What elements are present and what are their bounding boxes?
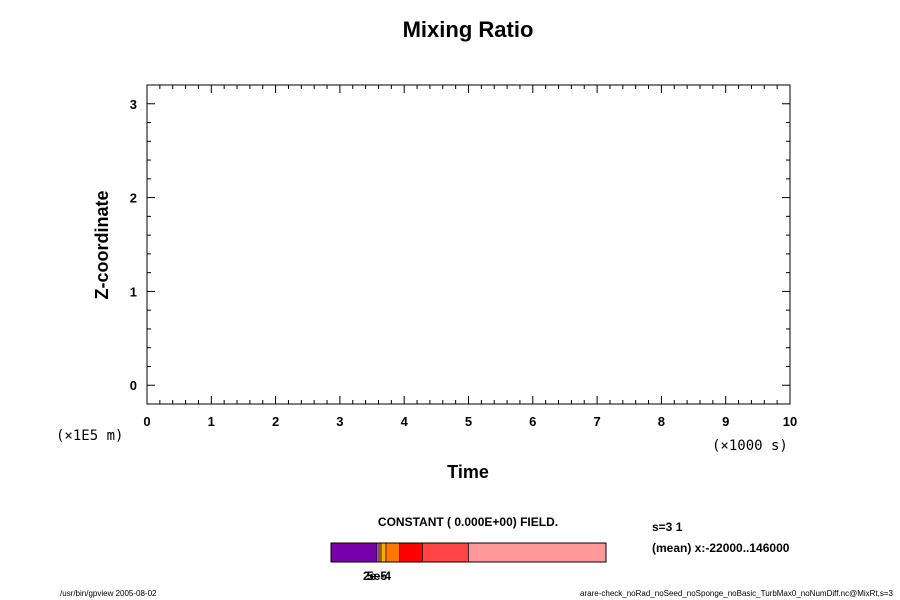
- x-tick-label: 5: [465, 414, 472, 429]
- colorbar-segment: [380, 542, 387, 563]
- x-tick-label: 9: [722, 414, 729, 429]
- x-axis-label: Time: [447, 462, 489, 482]
- colorbar-frame: [330, 542, 607, 563]
- x-tick-label: 7: [593, 414, 600, 429]
- colorbar-segment: [376, 542, 380, 563]
- colorbar-segment: [330, 542, 378, 563]
- colorbar-tick-label-1: 2e-5: [363, 569, 387, 583]
- footer-left: /usr/bin/gpview 2005-08-02: [60, 589, 157, 598]
- x-tick-label: 3: [336, 414, 343, 429]
- side-info-line2: (mean) x:-22000..146000: [652, 541, 790, 555]
- x-axis-ticks: [146, 85, 791, 404]
- x-tick-label: 2: [272, 414, 279, 429]
- colorbar-segment: [399, 542, 423, 563]
- x-tick-label: 1: [208, 414, 215, 429]
- chart-title: Mixing Ratio: [403, 17, 534, 42]
- x-tick-label: 8: [658, 414, 665, 429]
- x-tick-label: 4: [401, 414, 409, 429]
- colorbar-segment: [422, 542, 469, 563]
- x-tick-label: 10: [783, 414, 797, 429]
- y-tick-label: 3: [130, 97, 137, 112]
- y-axis-ticks: [147, 84, 790, 405]
- plot-frame: [146, 84, 791, 405]
- footer-right: arare-check_noRad_noSeed_noSponge_noBasi…: [580, 589, 894, 598]
- x-axis-tick-labels: 0 1 2 3 4 5 6 7 8 9 10: [143, 414, 797, 429]
- y-tick-label: 1: [130, 284, 137, 299]
- x-tick-label: 6: [529, 414, 536, 429]
- colorbar: [330, 542, 607, 563]
- colorbar-tick-label-2: 5e-4: [367, 569, 391, 583]
- field-label: CONSTANT ( 0.000E+00) FIELD.: [378, 515, 558, 529]
- y-axis-tick-labels: 0 1 2 3: [130, 97, 137, 393]
- y-axis-label: Z-coordinate: [92, 190, 112, 299]
- y-axis-unit: (×1E5 m): [56, 428, 123, 444]
- side-info-line1: s=3 1: [652, 520, 683, 534]
- y-tick-label: 0: [130, 378, 137, 393]
- x-tick-label: 0: [143, 414, 150, 429]
- x-axis-unit: (×1000 s): [712, 438, 788, 454]
- colorbar-segment: [468, 542, 607, 563]
- colorbar-segment: [385, 542, 401, 563]
- y-tick-label: 2: [130, 191, 137, 206]
